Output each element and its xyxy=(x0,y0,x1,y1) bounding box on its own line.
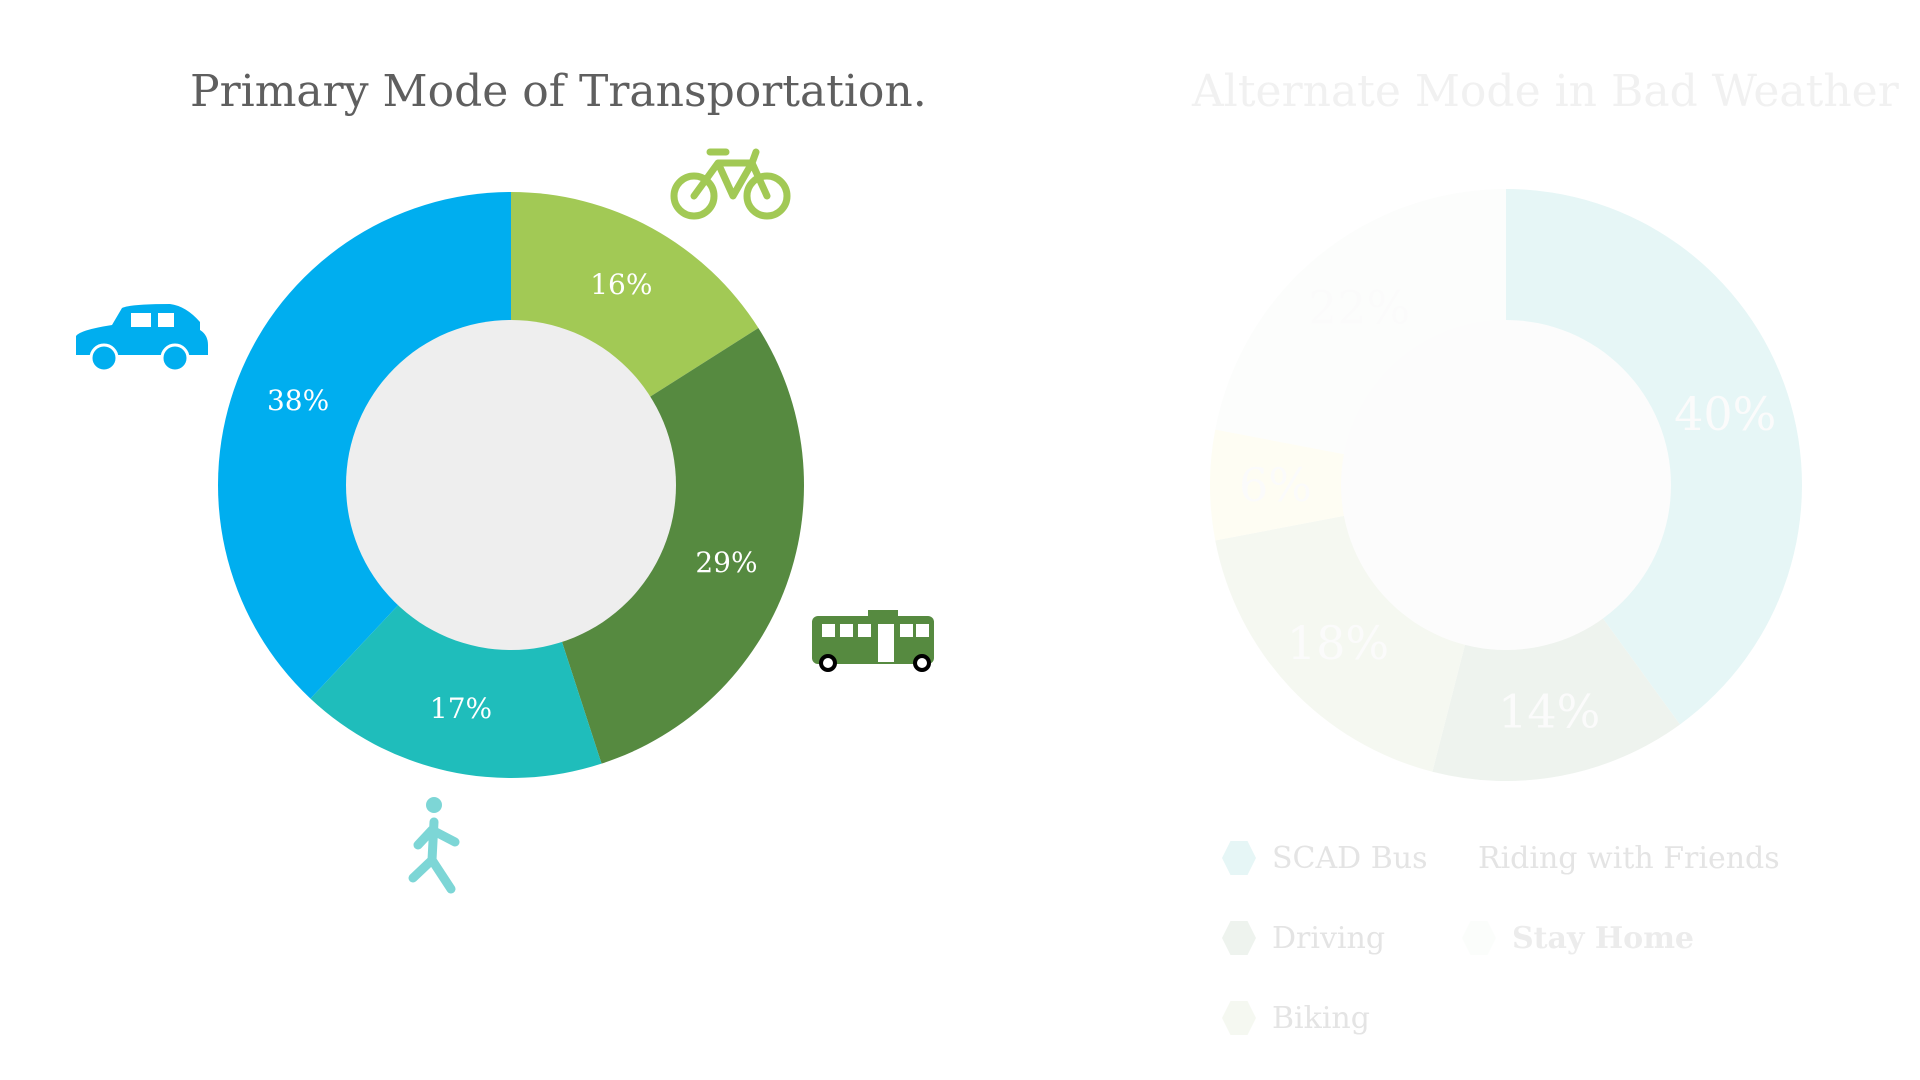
slice-value-label: 40% xyxy=(1674,387,1776,441)
legend-swatch xyxy=(1222,1001,1256,1035)
bus-icon xyxy=(812,610,934,672)
donut-hole xyxy=(1341,320,1671,650)
donut-hole xyxy=(346,320,676,650)
slice-value-label: 16% xyxy=(590,268,652,301)
legend-swatch xyxy=(1222,841,1256,875)
slice-value-label: 17% xyxy=(430,692,492,725)
slice-value-label: 18% xyxy=(1287,616,1389,670)
slice-value-label: 6% xyxy=(1239,458,1312,512)
alternate-donut-chart: 40% 14% 18% 6% 22% xyxy=(1210,189,1802,781)
alternate-chart-legend: SCAD Bus Riding with Friends Driving Sta… xyxy=(1222,840,1782,1042)
legend-item: SCAD Bus xyxy=(1222,840,1462,876)
legend-label: SCAD Bus xyxy=(1272,840,1428,876)
legend-label: Driving xyxy=(1272,920,1386,956)
primary-chart-title: Primary Mode of Transportation. xyxy=(190,66,927,117)
bicycle-icon xyxy=(670,148,791,220)
slice-value-label: 14% xyxy=(1498,684,1600,738)
legend-item: Driving xyxy=(1222,920,1462,956)
car-icon xyxy=(76,304,208,373)
legend-item: Biking xyxy=(1222,1000,1462,1036)
pedestrian-icon xyxy=(408,797,460,894)
legend-item: Riding with Friends xyxy=(1462,841,1780,876)
legend-swatch xyxy=(1462,921,1496,955)
primary-donut-chart: 16% 29% 17% 38% xyxy=(217,192,804,778)
alternate-chart-title: Alternate Mode in Bad Weather xyxy=(1192,66,1899,117)
slice-value-label: 29% xyxy=(695,546,757,579)
slice-value-label: 38% xyxy=(267,384,329,417)
legend-swatch xyxy=(1222,921,1256,955)
legend-label: Riding with Friends xyxy=(1478,840,1780,876)
legend-label: Biking xyxy=(1272,1000,1370,1036)
legend-label: Stay Home xyxy=(1512,920,1695,956)
legend-item: Stay Home xyxy=(1462,920,1722,956)
slice-value-label: 22% xyxy=(1308,280,1410,334)
